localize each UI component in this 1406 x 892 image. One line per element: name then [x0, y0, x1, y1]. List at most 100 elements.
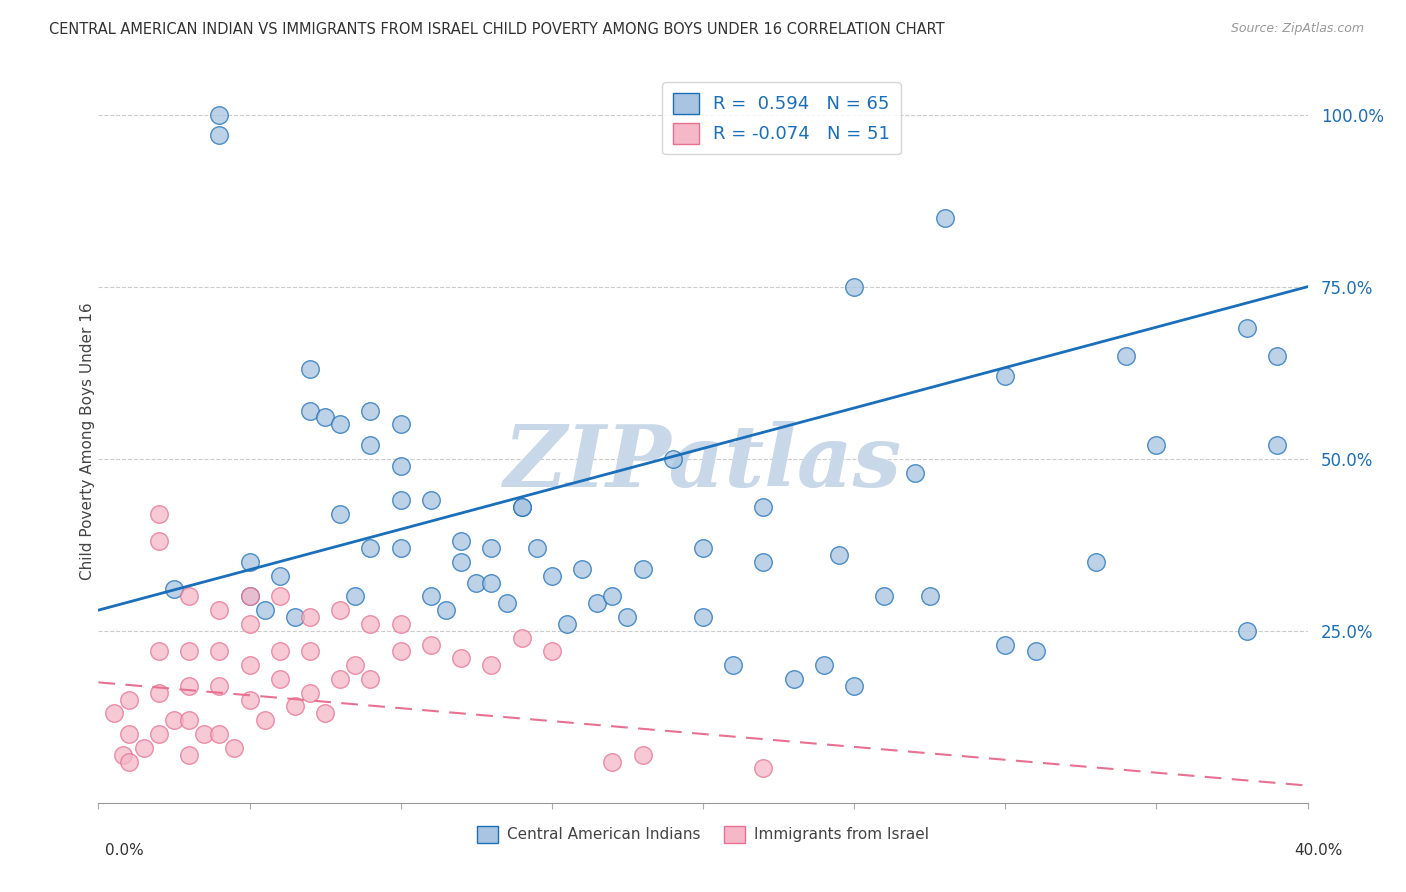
Point: [329, 507, 352, 521]
Point: [148, 686, 170, 700]
Point: [783, 672, 806, 686]
Point: [526, 541, 548, 556]
Point: [299, 644, 322, 658]
Point: [631, 747, 654, 762]
Point: [1085, 555, 1108, 569]
Point: [344, 658, 367, 673]
Text: ZIPatlas: ZIPatlas: [503, 421, 903, 505]
Point: [329, 603, 352, 617]
Point: [239, 590, 262, 604]
Point: [1024, 644, 1046, 658]
Point: [434, 603, 457, 617]
Point: [360, 438, 382, 452]
Point: [163, 582, 186, 597]
Y-axis label: Child Poverty Among Boys Under 16: Child Poverty Among Boys Under 16: [80, 302, 94, 581]
Point: [239, 590, 262, 604]
Point: [224, 740, 246, 755]
Point: [752, 500, 775, 514]
Text: Source: ZipAtlas.com: Source: ZipAtlas.com: [1230, 22, 1364, 36]
Point: [873, 590, 896, 604]
Point: [284, 699, 307, 714]
Point: [179, 644, 201, 658]
Point: [994, 638, 1017, 652]
Point: [193, 727, 215, 741]
Point: [934, 211, 956, 225]
Point: [360, 541, 382, 556]
Point: [723, 658, 745, 673]
Point: [844, 279, 866, 293]
Point: [269, 568, 291, 582]
Point: [1236, 624, 1258, 638]
Point: [1267, 349, 1289, 363]
Point: [179, 679, 201, 693]
Point: [481, 541, 503, 556]
Legend: Central American Indians, Immigrants from Israel: Central American Indians, Immigrants fro…: [471, 820, 935, 849]
Point: [616, 610, 638, 624]
Point: [269, 644, 291, 658]
Point: [571, 562, 593, 576]
Point: [253, 603, 276, 617]
Point: [420, 493, 443, 508]
Point: [344, 590, 367, 604]
Point: [148, 507, 170, 521]
Point: [208, 128, 231, 143]
Point: [329, 672, 352, 686]
Point: [540, 568, 562, 582]
Point: [360, 616, 382, 631]
Point: [813, 658, 835, 673]
Point: [555, 616, 578, 631]
Point: [586, 596, 609, 610]
Point: [602, 590, 624, 604]
Point: [299, 362, 322, 376]
Point: [299, 610, 322, 624]
Point: [510, 500, 533, 514]
Point: [118, 727, 141, 741]
Point: [148, 534, 170, 549]
Point: [299, 686, 322, 700]
Point: [360, 403, 382, 417]
Point: [163, 713, 186, 727]
Point: [661, 451, 683, 466]
Point: [1144, 438, 1167, 452]
Point: [450, 651, 472, 665]
Point: [1236, 321, 1258, 335]
Point: [132, 740, 155, 755]
Point: [103, 706, 125, 721]
Point: [495, 596, 517, 610]
Point: [844, 679, 866, 693]
Point: [208, 679, 231, 693]
Point: [481, 658, 503, 673]
Point: [692, 541, 714, 556]
Text: CENTRAL AMERICAN INDIAN VS IMMIGRANTS FROM ISRAEL CHILD POVERTY AMONG BOYS UNDER: CENTRAL AMERICAN INDIAN VS IMMIGRANTS FR…: [49, 22, 945, 37]
Point: [239, 555, 262, 569]
Point: [389, 458, 412, 473]
Point: [692, 610, 714, 624]
Point: [179, 590, 201, 604]
Point: [752, 761, 775, 775]
Point: [828, 548, 851, 562]
Point: [208, 603, 231, 617]
Point: [329, 417, 352, 432]
Point: [752, 555, 775, 569]
Point: [148, 644, 170, 658]
Point: [179, 747, 201, 762]
Point: [314, 706, 336, 721]
Point: [918, 590, 941, 604]
Point: [148, 727, 170, 741]
Point: [360, 672, 382, 686]
Point: [389, 541, 412, 556]
Point: [389, 493, 412, 508]
Point: [118, 692, 141, 706]
Point: [420, 638, 443, 652]
Text: 40.0%: 40.0%: [1295, 843, 1343, 858]
Point: [904, 466, 927, 480]
Point: [510, 500, 533, 514]
Point: [118, 755, 141, 769]
Point: [239, 658, 262, 673]
Point: [269, 590, 291, 604]
Point: [450, 555, 472, 569]
Point: [208, 727, 231, 741]
Point: [111, 747, 134, 762]
Point: [284, 610, 307, 624]
Point: [420, 590, 443, 604]
